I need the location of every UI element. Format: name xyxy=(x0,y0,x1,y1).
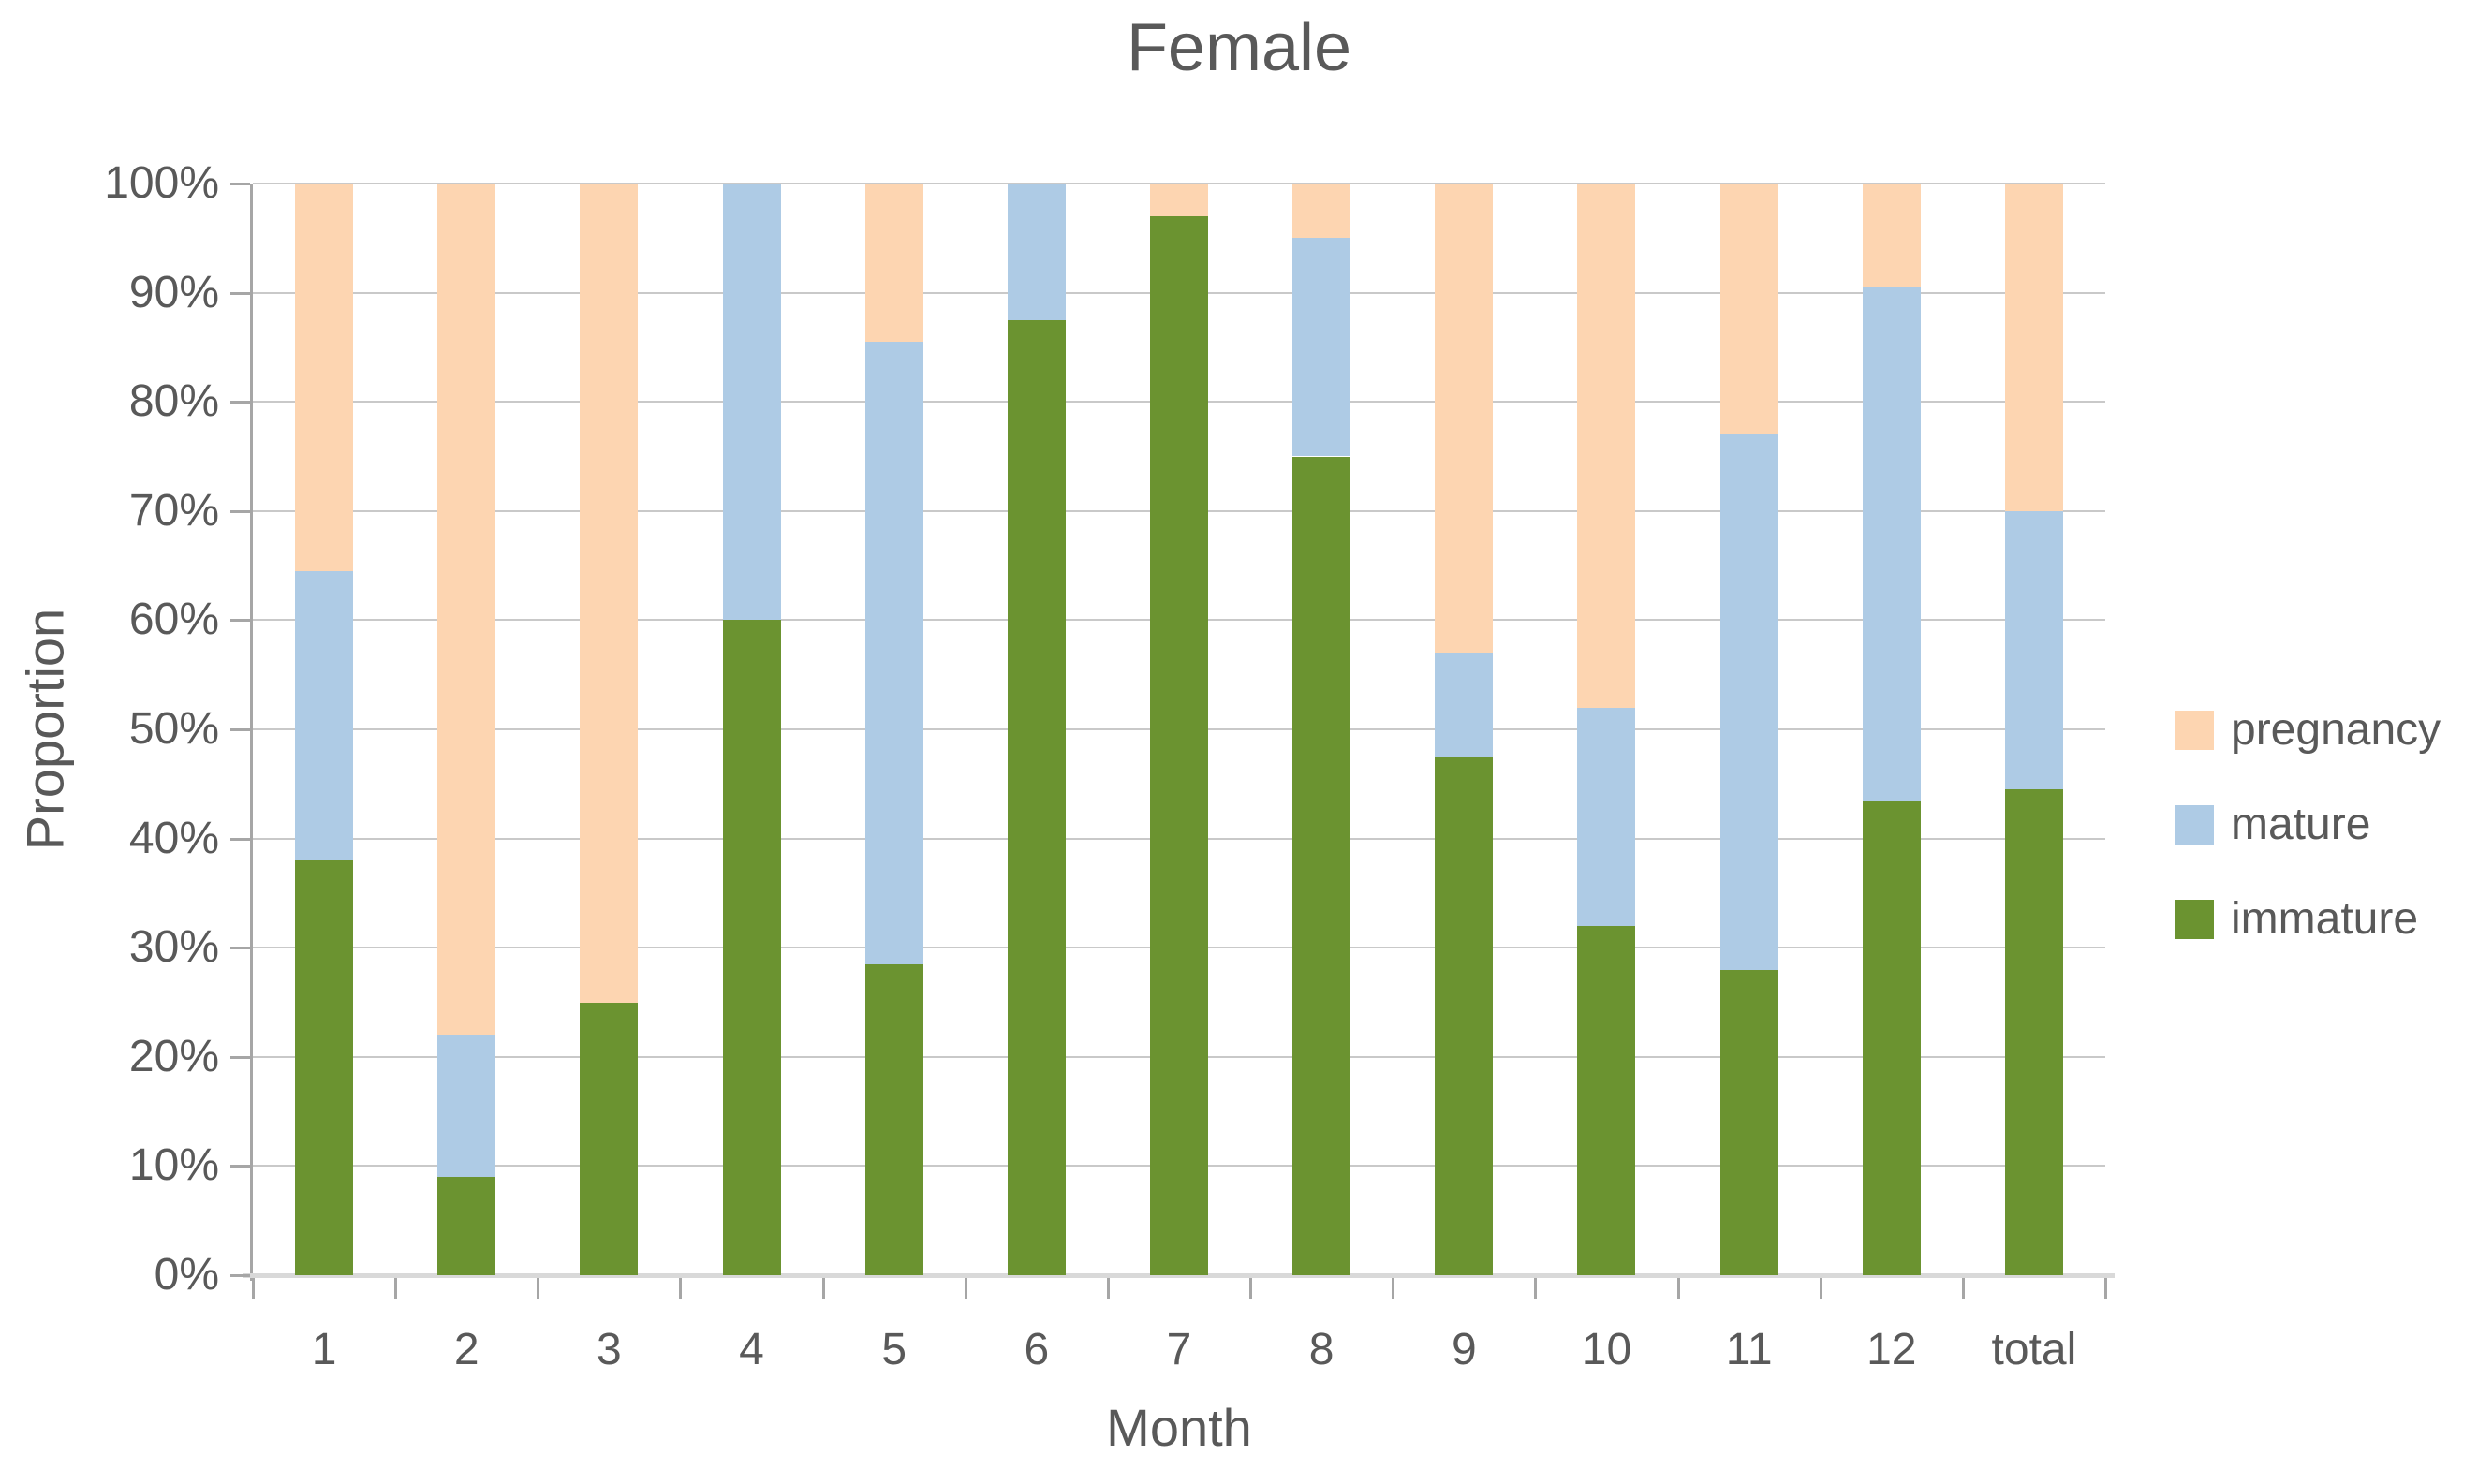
x-tick-mark xyxy=(821,1278,825,1299)
y-tick-label: 60% xyxy=(128,595,219,645)
bar-segment-immature xyxy=(1007,319,1066,1275)
bar-segment-pregnancy xyxy=(295,184,354,571)
y-tick-label: 30% xyxy=(128,922,219,973)
bar-segment-pregnancy xyxy=(1719,184,1778,435)
x-tick-label: 3 xyxy=(597,1325,622,1374)
x-tick-mark xyxy=(1961,1278,1965,1299)
x-tick-mark xyxy=(1534,1278,1538,1299)
bar-segment-mature xyxy=(1292,238,1351,457)
legend-label: pregnancy xyxy=(2231,705,2441,755)
bar-segment-immature xyxy=(2004,789,2063,1275)
y-tick-mark xyxy=(230,1165,250,1168)
bar-segment-mature xyxy=(437,1035,496,1178)
bar-segment-immature xyxy=(580,1002,639,1275)
legend-item-pregnancy: pregnancy xyxy=(2175,704,2441,756)
x-tick-mark xyxy=(2104,1278,2107,1299)
y-tick-label: 20% xyxy=(128,1031,219,1081)
bar-segment-immature xyxy=(1719,969,1778,1275)
bar-segment-mature xyxy=(1577,707,1636,926)
bar-segment-immature xyxy=(1292,456,1351,1275)
x-tick-label: 12 xyxy=(1866,1325,1917,1374)
bar-segment-pregnancy xyxy=(1862,184,1921,287)
bar-segment-pregnancy xyxy=(580,184,639,1003)
legend-item-mature: mature xyxy=(2175,799,2441,850)
bar-segment-immature xyxy=(1435,757,1494,1275)
x-axis-line xyxy=(243,1273,2115,1278)
y-tick-mark xyxy=(230,947,250,950)
x-tick-mark xyxy=(1676,1278,1680,1299)
x-tick-mark xyxy=(1106,1278,1110,1299)
bar-segment-immature xyxy=(1150,215,1208,1275)
y-tick-label: 10% xyxy=(128,1140,219,1191)
y-tick-label: 40% xyxy=(128,813,219,863)
y-tick-mark xyxy=(230,619,250,623)
bar-segment-mature xyxy=(864,342,923,964)
x-tick-mark xyxy=(1249,1278,1253,1299)
x-tick-mark xyxy=(1819,1278,1822,1299)
x-tick-label: 6 xyxy=(1024,1325,1050,1374)
bar-segment-mature xyxy=(722,184,781,621)
bar-segment-pregnancy xyxy=(1577,184,1636,708)
x-tick-label: 8 xyxy=(1308,1325,1335,1374)
x-tick-mark xyxy=(964,1278,967,1299)
x-tick-label: 9 xyxy=(1451,1325,1477,1374)
y-tick-mark xyxy=(230,1274,250,1277)
y-tick-mark xyxy=(230,837,250,841)
legend-label: immature xyxy=(2231,894,2419,944)
bar-segment-pregnancy xyxy=(1292,184,1351,239)
bar-segment-mature xyxy=(2004,510,2063,790)
x-tick-label: 4 xyxy=(739,1325,764,1374)
x-axis-title: Month xyxy=(1106,1398,1252,1457)
bar-segment-immature xyxy=(1862,800,1921,1275)
legend: pregnancy mature immature xyxy=(2175,704,2441,988)
y-axis-line xyxy=(250,184,253,1281)
legend-item-immature: immature xyxy=(2175,893,2441,945)
bar-segment-immature xyxy=(295,860,354,1275)
y-tick-label: 80% xyxy=(128,376,219,427)
y-tick-mark xyxy=(230,291,250,295)
x-tick-label: 11 xyxy=(1725,1325,1773,1374)
y-tick-label: 100% xyxy=(104,158,219,208)
x-tick-mark xyxy=(252,1278,255,1299)
y-tick-label: 70% xyxy=(128,485,219,536)
y-tick-mark xyxy=(230,183,250,185)
y-tick-mark xyxy=(230,728,250,731)
x-tick-mark xyxy=(679,1278,683,1299)
x-tick-mark xyxy=(537,1278,540,1299)
bar-segment-immature xyxy=(1577,925,1636,1275)
legend-label: mature xyxy=(2231,800,2371,849)
bar-segment-immature xyxy=(437,1177,496,1275)
y-tick-label: 50% xyxy=(128,704,219,754)
bar-segment-pregnancy xyxy=(437,184,496,1036)
x-tick-label: total xyxy=(1991,1325,2077,1374)
bar-segment-pregnancy xyxy=(2004,184,2063,511)
legend-swatch-immature xyxy=(2175,899,2214,939)
y-tick-mark xyxy=(230,1055,250,1059)
bar-segment-mature xyxy=(1435,653,1494,757)
y-tick-mark xyxy=(230,509,250,513)
x-tick-label: 10 xyxy=(1581,1325,1632,1374)
bar-segment-pregnancy xyxy=(864,184,923,343)
bar-segment-mature xyxy=(1719,434,1778,970)
bar-segment-mature xyxy=(295,570,354,860)
legend-swatch-mature xyxy=(2175,804,2214,845)
bar-segment-pregnancy xyxy=(1150,184,1208,216)
y-tick-label: 90% xyxy=(128,267,219,317)
y-tick-label: 0% xyxy=(154,1250,219,1300)
bar-segment-immature xyxy=(722,620,781,1275)
legend-swatch-pregnancy xyxy=(2175,710,2214,750)
x-tick-mark xyxy=(1392,1278,1395,1299)
x-tick-label: 2 xyxy=(453,1325,479,1374)
bar-segment-pregnancy xyxy=(1435,184,1494,654)
y-tick-mark xyxy=(230,401,250,404)
bar-segment-mature xyxy=(1862,287,1921,801)
x-tick-label: 7 xyxy=(1166,1325,1192,1374)
x-tick-label: 5 xyxy=(881,1325,907,1374)
x-tick-label: 1 xyxy=(311,1325,337,1374)
bar-segment-immature xyxy=(864,963,923,1275)
chart-title: Female xyxy=(1126,10,1352,85)
x-tick-mark xyxy=(394,1278,398,1299)
bar-segment-mature xyxy=(1007,184,1066,320)
